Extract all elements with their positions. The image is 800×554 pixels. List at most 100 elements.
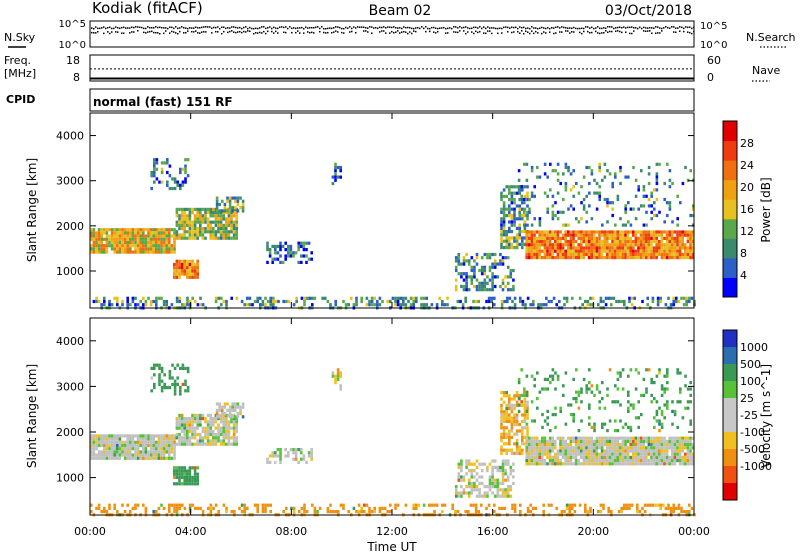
range-cell xyxy=(554,371,557,375)
range-cell xyxy=(673,409,677,413)
range-cell xyxy=(501,491,505,495)
range-cell xyxy=(186,417,189,421)
range-cell xyxy=(433,503,436,507)
range-cell xyxy=(209,214,212,218)
range-cell xyxy=(572,413,575,417)
nsearch-point xyxy=(223,30,225,33)
range-cell xyxy=(502,239,506,243)
range-cell xyxy=(538,462,541,466)
range-cell xyxy=(627,393,630,397)
range-cell xyxy=(178,469,181,473)
range-cell xyxy=(483,491,487,495)
range-cell xyxy=(223,405,227,409)
range-cell xyxy=(279,460,282,464)
nsky-point xyxy=(621,27,623,29)
range-cell xyxy=(236,415,240,419)
range-cell xyxy=(462,288,466,292)
range-cell xyxy=(619,452,622,456)
range-cell xyxy=(538,446,541,450)
range-cell xyxy=(616,371,620,375)
range-cell xyxy=(139,237,142,241)
range-cell xyxy=(634,462,638,466)
range-cell xyxy=(97,247,101,251)
range-cell xyxy=(183,230,186,234)
nsearch-point xyxy=(137,30,139,32)
range-cell xyxy=(647,252,651,256)
nsky-point xyxy=(441,27,443,29)
range-cell xyxy=(199,207,202,211)
range-cell xyxy=(632,449,635,453)
nsearch-point xyxy=(487,30,489,32)
range-cell xyxy=(508,413,511,417)
nsky-point xyxy=(569,27,571,29)
range-cell xyxy=(551,413,555,417)
nsky-point xyxy=(171,26,173,29)
range-cell xyxy=(624,459,627,463)
range-cell xyxy=(108,228,111,232)
range-cell xyxy=(593,446,596,450)
range-cell xyxy=(232,439,236,443)
range-cell xyxy=(506,265,510,269)
range-cell xyxy=(184,167,187,171)
range-cell xyxy=(689,213,692,218)
range-cell xyxy=(600,246,604,250)
nsky-point xyxy=(505,26,507,28)
range-cell xyxy=(513,296,517,300)
range-cell xyxy=(131,296,135,300)
range-cell xyxy=(505,448,508,452)
range-cell xyxy=(136,250,140,254)
range-cell xyxy=(663,197,666,202)
range-cell xyxy=(621,425,625,429)
range-cell xyxy=(653,416,656,420)
range-cell xyxy=(588,387,591,391)
range-cell xyxy=(131,237,135,241)
range-cell xyxy=(105,244,109,248)
range-cell xyxy=(675,296,678,300)
range-cell xyxy=(121,503,124,507)
range-cell xyxy=(212,436,215,440)
range-cell xyxy=(647,443,651,447)
range-cell xyxy=(142,303,145,307)
range-cell xyxy=(663,246,666,250)
range-cell xyxy=(166,158,169,162)
range-cell xyxy=(193,472,197,476)
range-cell xyxy=(183,214,186,218)
nsky-point xyxy=(133,26,135,29)
range-cell xyxy=(186,442,189,446)
range-cell xyxy=(121,447,124,451)
range-cell xyxy=(665,439,669,443)
range-cell xyxy=(474,503,478,507)
range-cell xyxy=(110,437,114,441)
range-cell xyxy=(676,217,679,221)
range-cell xyxy=(90,440,93,444)
range-cell xyxy=(465,252,468,257)
nsky-point xyxy=(665,26,667,28)
range-cell xyxy=(302,244,306,248)
nsearch-point xyxy=(647,30,649,32)
range-cell xyxy=(162,244,166,248)
nsearch-point xyxy=(523,32,525,35)
range-cell xyxy=(533,236,536,240)
range-cell xyxy=(519,296,522,300)
range-cell xyxy=(530,249,534,253)
range-cell xyxy=(571,296,574,300)
nsky-point xyxy=(255,27,257,30)
range-cell xyxy=(515,217,519,221)
range-cell xyxy=(632,459,635,463)
range-cell xyxy=(108,434,111,438)
range-cell xyxy=(639,462,643,466)
range-cell xyxy=(173,469,176,473)
range-cell xyxy=(92,244,96,248)
range-cell xyxy=(558,299,561,304)
range-cell xyxy=(621,368,625,372)
range-cell xyxy=(209,236,212,240)
range-cell xyxy=(118,231,122,235)
range-cell xyxy=(624,462,627,466)
range-cell xyxy=(491,475,494,479)
range-cell xyxy=(686,246,690,250)
range-cell xyxy=(134,231,137,235)
nsky-point xyxy=(223,26,225,29)
range-cell xyxy=(166,170,169,175)
range-cell xyxy=(621,240,625,244)
nsearch-point xyxy=(257,32,259,34)
